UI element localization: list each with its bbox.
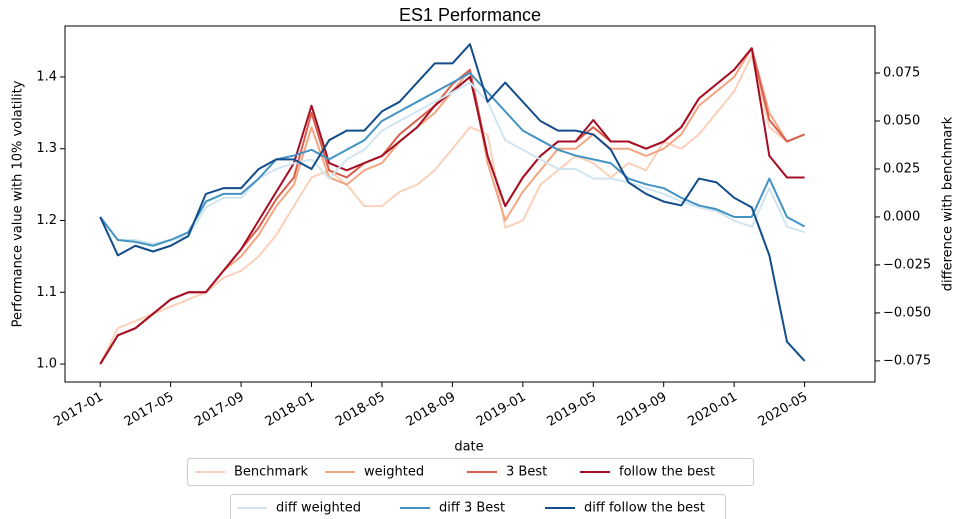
y-tick-label: 1.0 [36, 357, 57, 372]
y-tick-label: 1.1 [36, 285, 57, 300]
y-tick-label: 1.3 [36, 141, 57, 156]
legend-label: weighted [364, 465, 424, 480]
legend-label: Benchmark [234, 465, 309, 480]
x-axis-label: date [454, 440, 483, 455]
legend-label: diff follow the best [584, 501, 705, 516]
x-tick-label: 2017-01 [51, 390, 106, 430]
y2-tick-label: 0.050 [883, 113, 920, 128]
legend-label: 3 Best [506, 465, 547, 480]
x-tick-label: 2018-05 [333, 390, 388, 430]
x-tick-label: 2017-05 [122, 390, 177, 430]
y2-tick-label: 0.025 [883, 161, 920, 176]
x-tick-label: 2018-09 [404, 390, 459, 430]
series-line [99, 81, 805, 245]
x-tick-label: 2017-09 [192, 390, 247, 430]
y2-tick-label: 0.000 [883, 209, 920, 224]
x-tick-label: 2019-01 [474, 390, 529, 430]
x-tick-label: 2018-01 [263, 390, 318, 430]
legend-box [230, 494, 726, 519]
y-tick-label: 1.4 [36, 69, 57, 84]
y2-axis-label: difference with benchmark [941, 116, 956, 291]
series-line [99, 72, 806, 247]
x-tick-label: 2019-05 [544, 390, 599, 430]
x-tick-label: 2020-05 [756, 390, 811, 430]
legend-label: follow the best [619, 465, 715, 480]
chart-title: ES1 Performance [399, 5, 541, 25]
x-tick-label: 2019-09 [615, 390, 670, 430]
y2-tick-label: −0.050 [883, 305, 931, 320]
y-axis-label: Performance value with 10% volatility [11, 80, 26, 327]
y2-tick-label: −0.025 [883, 257, 931, 272]
legend-label: diff weighted [276, 501, 361, 516]
x-tick-label: 2020-01 [685, 390, 740, 430]
plot-frame [64, 25, 876, 383]
y-tick-label: 1.2 [36, 213, 57, 228]
series-line [99, 43, 806, 362]
y2-tick-label: −0.075 [883, 353, 931, 368]
series-line [99, 54, 805, 365]
y2-tick-label: 0.075 [883, 66, 920, 81]
legend-label: diff 3 Best [439, 501, 505, 516]
